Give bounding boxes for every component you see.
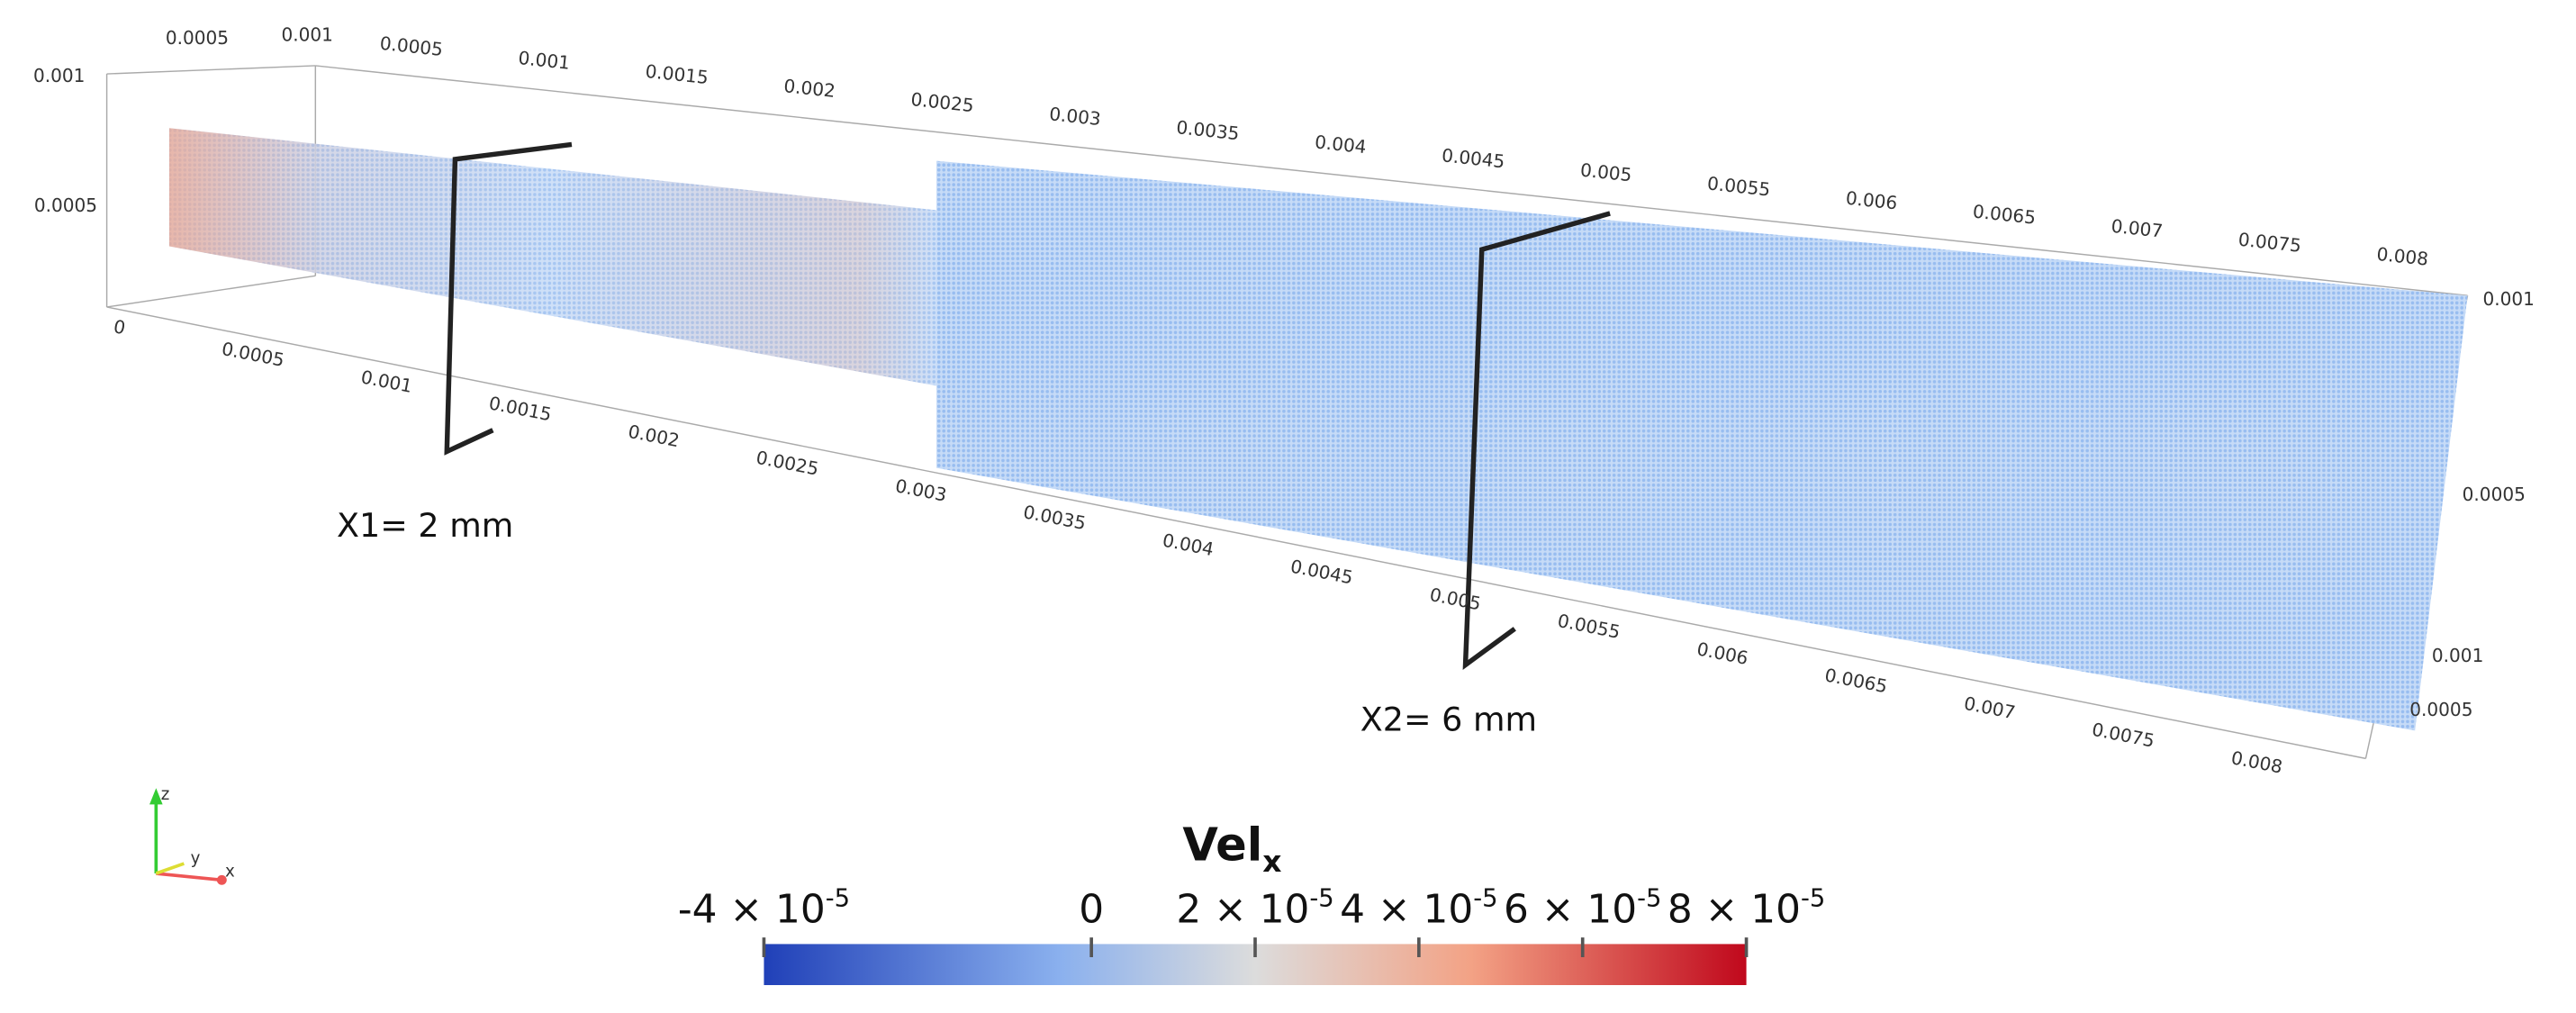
axis-tick-label: 0.0035 — [1175, 116, 1240, 144]
colorbar-tick-label: 0 — [1079, 887, 1104, 933]
colorbar-tick-label: 8 × 10-5 — [1668, 884, 1825, 932]
axis-tick-label: 0.0005 — [166, 27, 229, 49]
axis-tick-label: 0.0065 — [1823, 664, 1889, 697]
axis-tick-label: 0.006 — [1695, 638, 1750, 668]
axis-tick-label: 0.002 — [782, 75, 836, 102]
colorbar-tick-label: 2 × 10-5 — [1176, 884, 1333, 932]
axis-tick-label: 0.004 — [1314, 131, 1368, 158]
tick-exponent: -5 — [1801, 884, 1825, 912]
axis-tick-label: 0.006 — [1845, 187, 1899, 214]
axis-tick-label: 0.0025 — [909, 88, 974, 116]
tick-mantissa: 4 × 10 — [1340, 887, 1473, 933]
tick-mantissa: -4 × 10 — [678, 887, 826, 933]
tick-mantissa: 6 × 10 — [1504, 887, 1637, 933]
axis-tick-label: 0.0055 — [1706, 172, 1771, 200]
section-x2 — [1462, 211, 1611, 671]
axis-tick-label: 0.0015 — [487, 392, 553, 425]
axis-tick-label: 0.007 — [2111, 215, 2165, 242]
axis-tick-label: 0.001 — [281, 24, 332, 46]
axis-tick-label: 0.0005 — [2409, 699, 2472, 720]
axis-tick-label: 0.001 — [33, 65, 85, 86]
axis-tick-label: 0.0045 — [1441, 144, 1505, 172]
particles-narrow-tint — [168, 128, 937, 386]
axis-tick-label: 0.008 — [2229, 746, 2284, 777]
axis-tick-label: 0.003 — [1048, 103, 1102, 130]
tick-mantissa: 2 × 10 — [1176, 887, 1309, 933]
axis-tick-label: 0.008 — [2376, 243, 2430, 270]
colorbar-title: Velx — [1182, 819, 1281, 879]
axis-tick-label: 0.001 — [518, 47, 572, 74]
axis-tick-label: 0.0075 — [2237, 229, 2302, 257]
svg-text:z: z — [161, 785, 170, 804]
annotation: X1= 2 mm — [337, 506, 513, 545]
axis-tick-label: 0.0005 — [220, 338, 285, 371]
axis-tick-label: 0.0045 — [1288, 556, 1354, 589]
svg-text:y: y — [191, 849, 201, 868]
title-text: Vel — [1182, 819, 1262, 872]
section-x1 — [444, 141, 573, 456]
axes-triad: z y x — [149, 785, 235, 885]
axis-tick-label: 0.0075 — [2090, 719, 2156, 752]
colorbar-tick-label: 4 × 10-5 — [1340, 884, 1497, 932]
axis-tick-label: 0.001 — [359, 366, 414, 396]
axis-tick-label: 0.0025 — [755, 447, 820, 480]
tick-exponent: -5 — [826, 884, 850, 912]
tick-mantissa: 0 — [1079, 887, 1104, 933]
tick-mantissa: 8 × 10 — [1668, 887, 1801, 933]
axis-tick-label: 0 — [112, 315, 127, 339]
tick-exponent: -5 — [1309, 884, 1333, 912]
axis-tick-label: 0.002 — [627, 421, 682, 451]
colorbar-tick-label: -4 × 10-5 — [678, 884, 850, 932]
axis-tick-label: 0.0055 — [1556, 610, 1622, 643]
axis-tick-label: 0.001 — [2432, 645, 2483, 666]
axis-tick-label: 0.005 — [1579, 158, 1633, 185]
axis-tick-label: 0.005 — [1428, 583, 1483, 614]
tick-exponent: -5 — [1637, 884, 1661, 912]
axis-tick-label: 0.001 — [2482, 288, 2534, 310]
axis-tick-label: 0.0005 — [34, 194, 97, 216]
axis-tick-label: 0.0035 — [1022, 501, 1088, 534]
annotation: X2= 6 mm — [1360, 700, 1537, 738]
axis-tick-label: 0.0015 — [645, 60, 710, 88]
axis-tick-label: 0.0065 — [1972, 201, 2037, 229]
axis-tick-label: 0.007 — [1962, 692, 2017, 723]
title-subscript: x — [1262, 845, 1281, 879]
axis-tick-label: 0.0005 — [379, 32, 444, 60]
axis-tick-label: 0.004 — [1161, 529, 1216, 560]
svg-text:x: x — [225, 863, 235, 882]
colorbar-tick-label: 6 × 10-5 — [1504, 884, 1661, 932]
particles-wide — [936, 160, 2468, 731]
tick-exponent: -5 — [1473, 884, 1497, 912]
axis-tick-label: 0.003 — [893, 475, 948, 505]
axis-tick-label: 0.0005 — [2463, 484, 2526, 505]
